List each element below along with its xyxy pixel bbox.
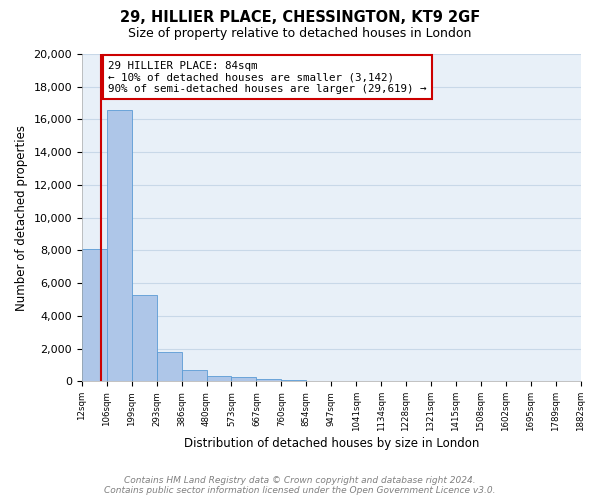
X-axis label: Distribution of detached houses by size in London: Distribution of detached houses by size … (184, 437, 479, 450)
Text: 29 HILLIER PLACE: 84sqm
← 10% of detached houses are smaller (3,142)
90% of semi: 29 HILLIER PLACE: 84sqm ← 10% of detache… (108, 60, 427, 94)
Text: 29, HILLIER PLACE, CHESSINGTON, KT9 2GF: 29, HILLIER PLACE, CHESSINGTON, KT9 2GF (120, 10, 480, 25)
Text: Size of property relative to detached houses in London: Size of property relative to detached ho… (128, 28, 472, 40)
Text: Contains HM Land Registry data © Crown copyright and database right 2024.
Contai: Contains HM Land Registry data © Crown c… (104, 476, 496, 495)
Y-axis label: Number of detached properties: Number of detached properties (15, 124, 28, 310)
Bar (82, 249, 107, 382)
Bar (132, 294, 157, 382)
Bar (256, 379, 281, 382)
Bar (232, 378, 256, 382)
Bar (182, 370, 206, 382)
Bar (281, 380, 306, 382)
Bar (206, 376, 232, 382)
Bar (306, 380, 331, 382)
Bar (157, 352, 182, 382)
Bar (107, 110, 132, 382)
